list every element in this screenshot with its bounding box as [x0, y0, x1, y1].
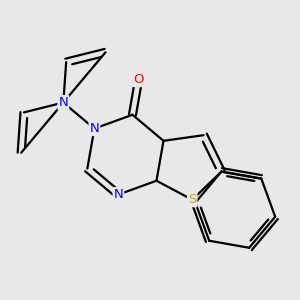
Text: O: O	[134, 73, 144, 86]
Text: N: N	[58, 96, 68, 109]
Text: S: S	[188, 193, 196, 206]
Text: N: N	[89, 122, 99, 135]
Text: N: N	[113, 188, 123, 201]
